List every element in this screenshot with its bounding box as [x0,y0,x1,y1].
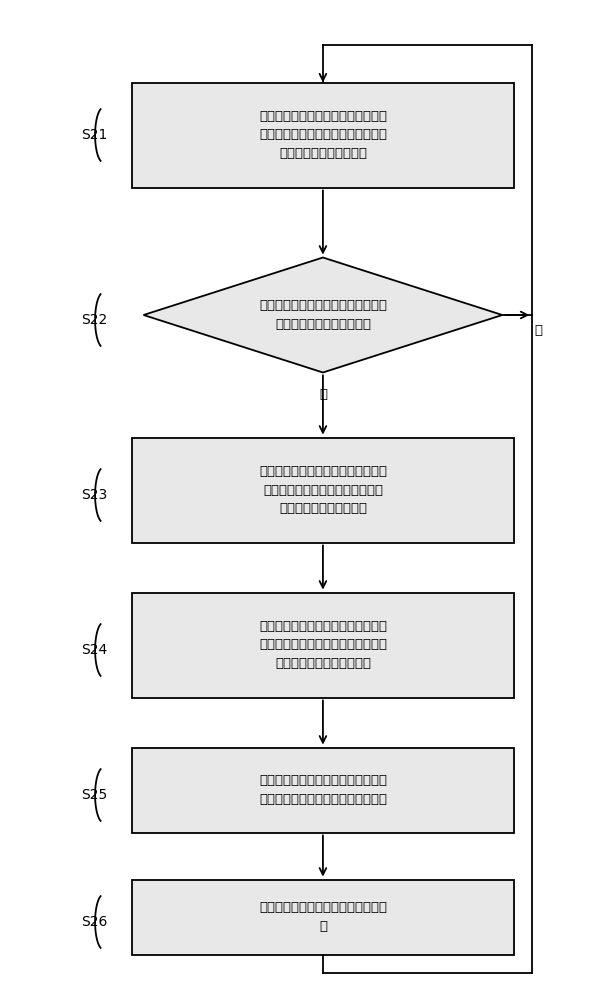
Text: 否: 否 [534,324,542,336]
Text: 云端调度系统分别将补给操作和供货
操作的命令发送至随车自动售贩机和
补给找点的站台补给售贩机: 云端调度系统分别将补给操作和供货 操作的命令发送至随车自动售贩机和 补给找点的站… [259,620,387,670]
Text: 是: 是 [319,387,327,400]
Text: S26: S26 [81,915,107,929]
Text: 云端调度系统判断是否有任何一个随
车自动售贩机需要补充货物: 云端调度系统判断是否有任何一个随 车自动售贩机需要补充货物 [259,299,387,331]
Text: S23: S23 [81,488,107,502]
Polygon shape [144,257,502,372]
Text: S21: S21 [81,128,107,142]
Text: S24: S24 [81,643,107,657]
Text: S22: S22 [81,313,107,327]
FancyBboxPatch shape [132,83,514,188]
Text: 当补给完成后，云端调度系统收到随
车自动售贩机发送的补给完成的信息: 当补给完成后，云端调度系统收到随 车自动售贩机发送的补给完成的信息 [259,774,387,806]
Text: 云端调度系统获取需要补充货物的随
车自动售贩机所在公交车的当前位
置，查找可用的补给站点: 云端调度系统获取需要补充货物的随 车自动售贩机所在公交车的当前位 置，查找可用的… [259,465,387,515]
FancyBboxPatch shape [132,880,514,954]
Text: 利用随车自动售贩系统和站台补给售
贩系统进行售货，云端调度系统实时
接收二者上传的相关信息: 利用随车自动售贩系统和站台补给售 贩系统进行售货，云端调度系统实时 接收二者上传… [259,110,387,160]
FancyBboxPatch shape [132,592,514,698]
Text: S25: S25 [81,788,107,802]
Text: 云端调度系统记录本次补给的相关信
息: 云端调度系统记录本次补给的相关信 息 [259,901,387,933]
FancyBboxPatch shape [132,748,514,832]
FancyBboxPatch shape [132,438,514,542]
